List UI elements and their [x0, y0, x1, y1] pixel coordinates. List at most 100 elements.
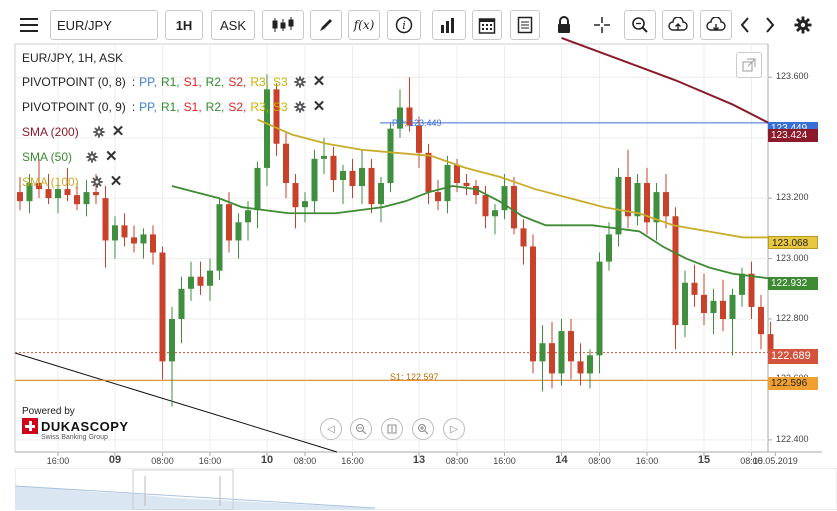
legend-sma100-settings-icon[interactable] — [91, 176, 103, 188]
x-tick-label: 08:00 — [293, 456, 317, 466]
candle-body — [131, 237, 137, 244]
y-tick-label: 123.000 — [776, 252, 809, 263]
candle-body — [625, 176, 631, 217]
pivot-level-s1: S1, — [183, 75, 202, 89]
last-price-tag: 122.689 — [768, 349, 818, 364]
candle-body — [520, 228, 527, 247]
x-tick-label: 10 — [260, 454, 274, 466]
dukascopy-logo: DUKASCOPY — [22, 418, 129, 434]
candle-body — [606, 234, 612, 262]
candle-body — [245, 210, 251, 223]
candle-body — [368, 167, 375, 205]
x-tick-label: 16:00 — [198, 456, 222, 466]
candle-body — [188, 276, 194, 289]
nav-reset-button[interactable] — [381, 418, 403, 440]
nav-zoom-out-button[interactable] — [350, 418, 372, 440]
candle-body — [340, 170, 346, 180]
function-button[interactable]: f(x) — [348, 10, 380, 40]
legend-sma200-settings-icon[interactable] — [93, 126, 105, 138]
maximize-button[interactable] — [736, 52, 762, 78]
candle-body — [739, 273, 745, 295]
pivot-level-r2: R2, — [205, 100, 225, 114]
instrument-select[interactable]: EUR/JPY — [50, 10, 158, 40]
candle-body — [748, 273, 755, 307]
s1-price-tag: 122.596 — [768, 377, 818, 390]
legend-pivot1-close-icon[interactable]: ✕ — [312, 73, 326, 90]
legend-sma50-settings-icon[interactable] — [86, 151, 98, 163]
candle-body — [159, 252, 166, 362]
legend-pivot2-close-icon[interactable]: ✕ — [312, 98, 326, 115]
reset-icon — [387, 424, 397, 434]
side-select[interactable]: ASK — [211, 10, 255, 40]
candle-body — [653, 192, 660, 223]
candle-body — [178, 288, 185, 320]
candle-body — [235, 222, 242, 241]
zoom-button[interactable] — [624, 10, 656, 40]
candle-body — [26, 183, 33, 202]
nav-back-button[interactable]: ◁ — [320, 418, 342, 440]
legend-pivot1-settings-icon[interactable] — [294, 76, 306, 88]
legend-sma200-close-icon[interactable]: ✕ — [111, 123, 125, 140]
settings-button[interactable] — [790, 10, 816, 40]
legend-sma50-close-icon[interactable]: ✕ — [105, 148, 118, 165]
navigator-strip[interactable] — [15, 468, 837, 510]
candle-body — [720, 300, 726, 320]
maximize-icon — [742, 58, 756, 72]
legend-sma100-close-icon[interactable]: ✕ — [109, 173, 123, 190]
x-tick-label: 08:00 — [151, 456, 174, 466]
info-button[interactable]: i — [387, 10, 421, 40]
candle-body — [672, 216, 679, 326]
candle-body — [615, 176, 622, 235]
download-button[interactable] — [700, 10, 732, 40]
candle-body — [64, 189, 71, 196]
x-tick-label: 09 — [108, 454, 122, 466]
legend-sma50-name: SMA (50) — [22, 150, 73, 164]
volume-button[interactable] — [432, 10, 466, 40]
side-label: ASK — [219, 17, 246, 33]
x-tick-label: 08:00 — [740, 456, 763, 466]
candle-body — [359, 167, 365, 187]
pivot-level-pp: PP, — [139, 100, 157, 114]
candle-type-button[interactable] — [262, 10, 304, 40]
candle-body — [330, 155, 337, 180]
legend-pivot2-settings-icon[interactable] — [294, 101, 306, 113]
x-tick-label: 14 — [555, 454, 568, 466]
pivot-level-r2: R2, — [205, 75, 225, 89]
pivot-level-s3: S3 — [273, 75, 288, 89]
timeframe-select[interactable]: 1H — [165, 10, 203, 40]
lock-button[interactable] — [550, 10, 578, 40]
menu-button[interactable] — [12, 10, 46, 40]
branding: Powered by DUKASCOPY Swiss Banking Group — [22, 406, 129, 441]
candle-body — [264, 89, 270, 168]
sma50-price-tag: 122.932 — [768, 277, 818, 290]
pivot-level-s1: S1, — [183, 100, 202, 114]
candle-body — [435, 192, 441, 202]
x-tick-label: 16:00 — [635, 456, 659, 466]
instrument-label: EUR/JPY — [57, 17, 112, 33]
x-tick-label: 16:00 — [46, 456, 70, 466]
candle-body — [425, 152, 432, 193]
calendar-button[interactable] — [472, 10, 502, 40]
sma100-line — [257, 118, 778, 239]
candle-body — [112, 225, 118, 241]
candle-body — [216, 204, 223, 271]
nav-zoom-in-button[interactable] — [412, 418, 434, 440]
x-tick-label: 16:00 — [341, 456, 364, 466]
scroll-right-button[interactable] — [760, 10, 780, 40]
x-tick-label: 08:00 — [445, 456, 469, 466]
candle-body — [473, 186, 479, 196]
upload-button[interactable] — [662, 10, 694, 40]
scroll-left-button[interactable] — [735, 10, 755, 40]
legend-pivot1: PIVOTPOINT (0, 8) : PP, R1, S1, R2, S2, R3, S3… — [22, 73, 326, 90]
draw-button[interactable] — [310, 10, 342, 40]
nav-forward-button[interactable]: ▷ — [443, 418, 465, 440]
candle-body — [102, 198, 109, 241]
y-tick-label: 123.200 — [776, 192, 809, 203]
pivot-level-r3: R3, — [250, 75, 270, 89]
toolbar: EUR/JPY 1H ASK f(x) i — [0, 0, 837, 50]
candle-body — [701, 294, 707, 313]
crosshair-button[interactable] — [587, 10, 617, 40]
notes-button[interactable] — [510, 10, 540, 40]
candle-body — [121, 225, 128, 238]
